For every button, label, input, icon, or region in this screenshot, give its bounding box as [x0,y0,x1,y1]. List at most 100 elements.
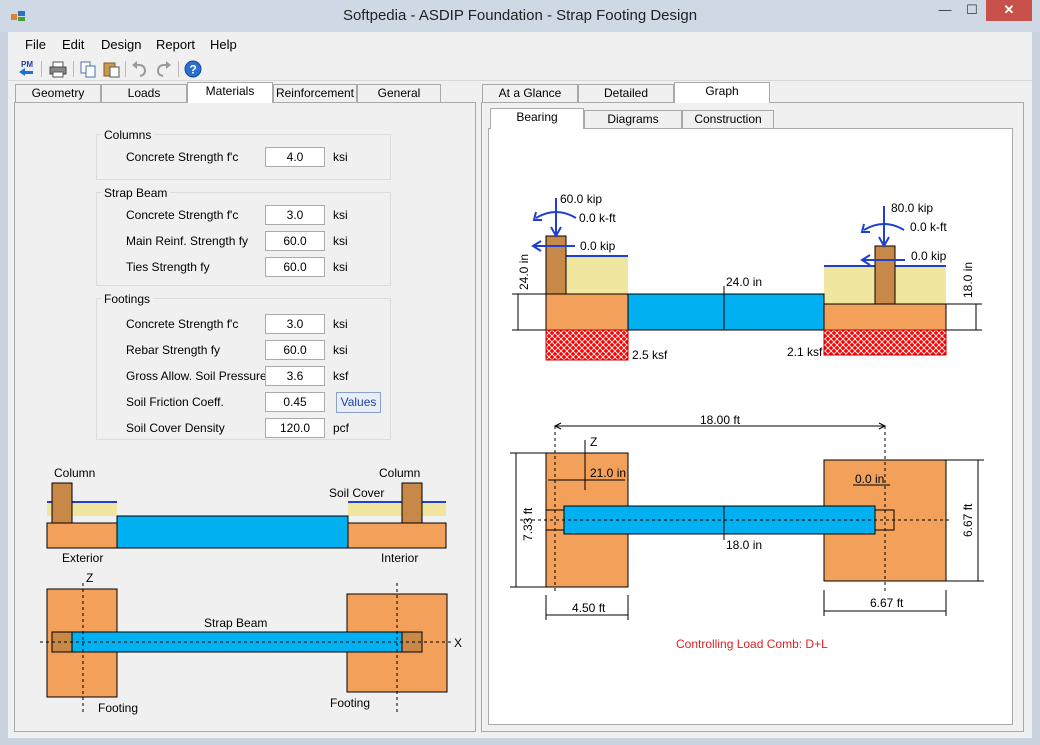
left-depth-label: 24.0 in [517,254,531,290]
strap-footing-schematic: Column Column Soil Cover Exterior Interi… [40,466,462,715]
help-icon[interactable]: ? [183,59,203,79]
paste-icon[interactable] [101,59,121,79]
footing-right-label: Footing [330,696,370,710]
footing-concrete-label: Concrete Strength f'c [126,317,239,331]
window-title: Softpedia - ASDIP Foundation - Strap Foo… [342,7,698,24]
tab-at-a-glance[interactable]: At a Glance [482,84,578,103]
columns-group [96,134,391,180]
columns-concrete-unit: ksi [333,150,348,164]
column-right-label: Column [379,466,420,480]
strap-main-reinf-input[interactable]: 60.0 [265,231,325,251]
pm-label: PM [21,60,33,69]
menu-design[interactable]: Design [101,37,142,52]
soil-cover-density-label: Soil Cover Density [126,421,225,435]
soil-pressure-input[interactable]: 3.6 [265,366,325,386]
beam-width-label: 18.0 in [726,538,762,552]
copy-icon[interactable] [78,59,98,79]
footing-rebar-input[interactable]: 60.0 [265,340,325,360]
left-length-label: 7.33 ft [521,507,535,541]
plan-spacing-label: 18.00 ft [700,413,741,427]
left-vertical-load: 60.0 kip [560,192,602,206]
subtab-bearing[interactable]: Bearing [490,108,584,129]
left-column-section [545,235,567,295]
tab-loads[interactable]: Loads [101,84,187,103]
tab-reinforcement[interactable]: Reinforcement [273,84,357,103]
right-footing-section [823,303,947,331]
tab-detailed[interactable]: Detailed [578,84,674,103]
soil-pressure-unit: ksf [333,369,349,383]
soil-cover-density-unit: pcf [333,421,350,435]
strap-beam-group [96,192,391,286]
menu-edit[interactable]: Edit [62,37,85,52]
left-offset-label: 21.0 in [590,466,626,480]
x-axis-label: X [454,636,462,650]
exterior-footing-elevation [46,522,118,549]
strap-beam-label: Strap Beam [204,616,267,630]
values-button[interactable]: Values [336,392,381,413]
tab-geometry[interactable]: Geometry [15,84,101,103]
interior-column [401,482,423,524]
footing-rebar-unit: ksi [333,343,348,357]
strap-beam-elevation [116,515,349,549]
left-width-label: 4.50 ft [572,601,606,615]
exterior-column [51,482,73,524]
strap-main-reinf-label: Main Reinf. Strength fy [126,234,249,248]
column-left-label: Column [54,466,95,480]
columns-concrete-input[interactable]: 4.0 [265,147,325,167]
strap-ties-input[interactable]: 60.0 [265,257,325,277]
redo-icon[interactable] [153,59,173,79]
soil-friction-input[interactable]: 0.45 [265,392,325,412]
menu-report[interactable]: Report [156,37,196,52]
soil-cover-label: Soil Cover [329,486,384,500]
left-bearing-pressure [545,329,629,361]
right-vertical-load: 80.0 kip [891,201,933,215]
strap-concrete-label: Concrete Strength f'c [126,208,239,222]
exterior-label: Exterior [62,551,103,565]
tab-materials[interactable]: Materials [187,82,273,103]
maximize-button[interactable]: ☐ [966,2,978,17]
right-offset-label: 0.0 in [855,472,884,486]
right-moment: 0.0 k-ft [910,220,947,234]
right-column-section [874,245,896,305]
footing-concrete-unit: ksi [333,317,348,331]
app-icon [11,11,25,21]
soil-cover-density-input[interactable]: 120.0 [265,418,325,438]
undo-icon[interactable] [130,59,150,79]
z-axis-label: Z [86,571,93,585]
controlling-load-combination: Controlling Load Comb: D+L [676,637,828,651]
strap-concrete-input[interactable]: 3.0 [265,205,325,225]
strap-beam-section [627,293,825,331]
footings-group [96,298,391,440]
toolbar: PM ? [8,57,1032,81]
title-bar: Softpedia - ASDIP Foundation - Strap Foo… [0,0,1040,32]
columns-title: Columns [101,128,155,142]
left-horizontal-load: 0.0 kip [580,239,616,253]
subtab-construction[interactable]: Construction [682,110,774,129]
columns-concrete-label: Concrete Strength f'c [126,150,239,164]
strap-main-reinf-unit: ksi [333,234,348,248]
interior-footing-elevation [347,522,447,549]
strap-concrete-unit: ksi [333,208,348,222]
menu-help[interactable]: Help [210,37,237,52]
menu-file[interactable]: File [25,37,46,52]
right-depth-label: 18.0 in [961,262,975,298]
interior-label: Interior [381,551,418,565]
soil-friction-label: Soil Friction Coeff. [126,395,224,409]
right-length-label: 6.67 ft [961,503,975,537]
soil-pressure-label: Gross Allow. Soil Pressure [126,369,267,383]
pm-back-icon[interactable]: PM [16,59,36,79]
svg-text:?: ? [190,63,197,77]
left-moment: 0.0 k-ft [579,211,616,225]
close-button[interactable]: ✕ [986,0,1032,21]
minimize-button[interactable]: — [938,2,952,17]
tab-general[interactable]: General [357,84,441,103]
tab-graph[interactable]: Graph [674,82,770,103]
footings-title: Footings [101,292,154,306]
right-horizontal-load: 0.0 kip [911,249,947,263]
subtab-diagrams[interactable]: Diagrams [584,110,682,129]
print-icon[interactable] [48,59,68,79]
footing-concrete-input[interactable]: 3.0 [265,314,325,334]
left-footing-section [545,293,629,331]
strap-ties-label: Ties Strength fy [126,260,210,274]
right-bearing-label: 2.1 ksf [787,345,823,359]
